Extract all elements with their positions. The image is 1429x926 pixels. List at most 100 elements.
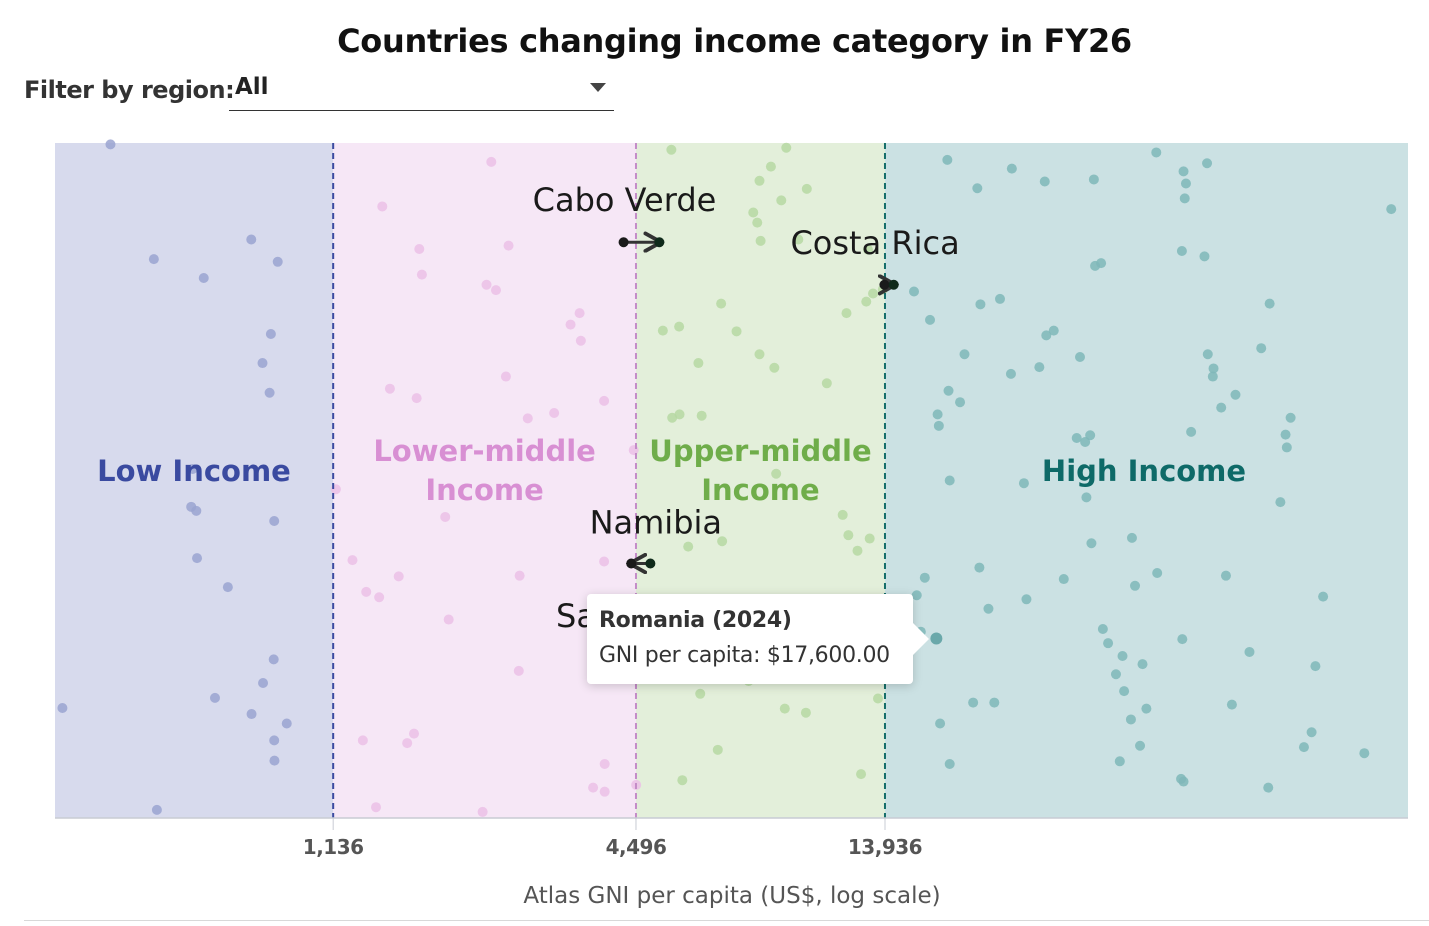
country-point[interactable] [549,408,560,418]
country-point[interactable] [1179,193,1190,204]
country-point[interactable] [409,728,420,739]
country-point[interactable] [599,395,610,406]
country-point[interactable] [1021,594,1032,605]
country-point[interactable] [909,286,920,297]
country-point[interactable] [693,358,704,369]
country-point[interactable] [105,139,116,150]
country-point[interactable] [599,556,610,567]
country-point[interactable] [1058,574,1069,585]
country-point[interactable] [198,273,209,283]
country-point[interactable] [666,144,677,155]
country-point[interactable] [1264,298,1275,309]
country-point[interactable] [793,234,804,245]
chevron-down-icon[interactable] [590,83,606,92]
country-point[interactable] [257,358,268,369]
country-point[interactable] [1285,412,1296,423]
country-point[interactable] [1005,368,1016,379]
country-point[interactable] [852,545,863,556]
country-point[interactable] [1230,389,1241,400]
country-point[interactable] [513,665,524,676]
country-point[interactable] [1176,246,1187,256]
country-point[interactable] [717,536,728,547]
country-point[interactable] [974,562,985,573]
country-point[interactable] [264,387,275,398]
country-point[interactable] [222,582,233,593]
country-point[interactable] [1074,351,1085,362]
country-point[interactable] [1088,174,1099,185]
country-point[interactable] [856,769,867,780]
country-point[interactable] [599,786,610,797]
country-point[interactable] [1263,782,1274,793]
country-point[interactable] [712,744,723,755]
country-point[interactable] [933,420,944,431]
country-point[interactable] [628,445,639,456]
country-point[interactable] [1096,258,1107,269]
country-point[interactable] [258,678,269,688]
country-point[interactable] [1125,714,1136,725]
country-point[interactable] [443,614,454,625]
country-point[interactable] [1041,330,1052,341]
country-point[interactable] [393,571,404,582]
country-point[interactable] [1177,634,1188,645]
country-point[interactable] [935,718,946,729]
country-point[interactable] [821,378,832,389]
country-point[interactable] [1220,570,1231,581]
country-point[interactable] [868,288,879,299]
country-point[interactable] [411,393,422,404]
country-point[interactable] [57,702,68,713]
country-point[interactable] [975,299,986,310]
country-point[interactable] [599,759,610,769]
country-point[interactable] [841,308,852,319]
country-point[interactable] [1202,158,1213,169]
country-point[interactable] [932,409,943,420]
country-point[interactable] [731,326,742,337]
country-point[interactable] [843,530,854,541]
country-point[interactable] [994,293,1005,304]
country-point[interactable] [575,335,586,346]
country-point[interactable] [1306,727,1317,738]
country-point[interactable] [1281,442,1292,453]
country-point[interactable] [771,468,782,479]
country-point[interactable] [374,592,385,603]
country-point[interactable] [755,235,766,246]
country-point[interactable] [862,244,873,255]
country-point[interactable] [943,385,954,396]
country-point[interactable] [674,409,685,420]
country-point[interactable] [246,234,257,245]
country-point[interactable] [1178,776,1189,787]
region-select[interactable]: All [229,68,614,111]
country-point[interactable] [347,555,358,566]
country-point[interactable] [1310,661,1321,672]
country-point[interactable] [942,154,953,165]
country-point[interactable] [440,511,451,522]
country-point[interactable] [1114,756,1125,767]
country-point[interactable] [989,697,1000,708]
country-point[interactable] [209,692,220,703]
country-point[interactable] [696,410,707,421]
country-point[interactable] [1207,371,1218,382]
country-point[interactable] [864,533,875,544]
country-point[interactable] [1202,349,1213,360]
country-point[interactable] [500,371,511,382]
country-point[interactable] [944,759,955,769]
country-point[interactable] [1216,402,1227,413]
country-point[interactable] [1199,251,1210,262]
country-point[interactable] [1208,363,1219,374]
country-point[interactable] [1226,699,1237,710]
country-point[interactable] [716,298,727,309]
country-point[interactable] [246,709,257,720]
country-point[interactable] [269,516,280,526]
country-point[interactable] [779,703,790,714]
country-point[interactable] [477,806,488,817]
country-point[interactable] [769,362,780,373]
country-point[interactable] [837,509,848,520]
country-point[interactable] [911,590,922,601]
country-point[interactable] [919,572,930,583]
country-point[interactable] [752,217,763,228]
country-point[interactable] [1110,669,1121,680]
country-point[interactable] [776,195,787,206]
country-point[interactable] [1006,163,1017,174]
country-point[interactable] [414,243,425,254]
country-point[interactable] [148,254,159,265]
country-point[interactable] [695,688,706,699]
